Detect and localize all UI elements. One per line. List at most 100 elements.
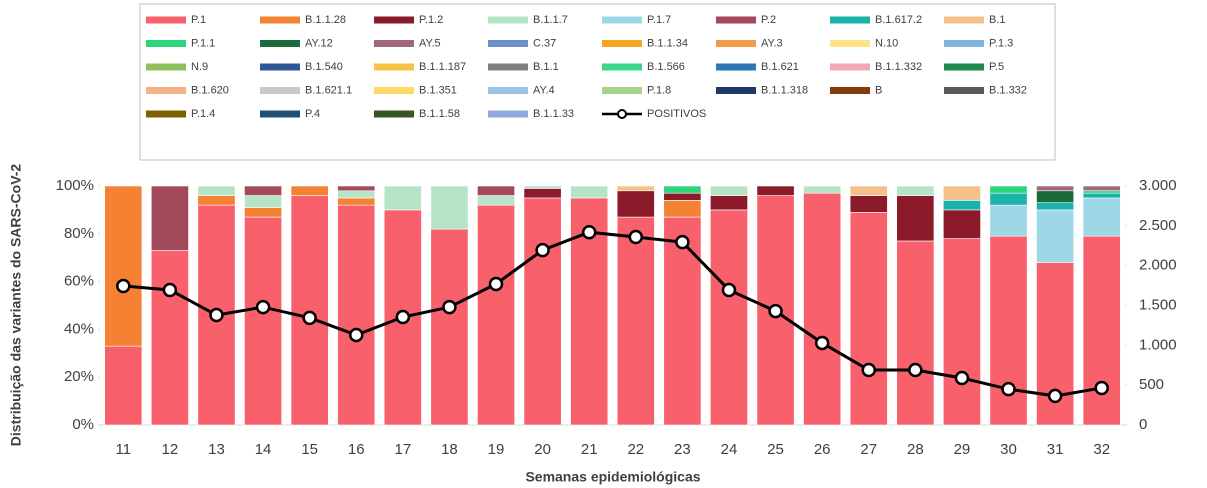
legend-swatch — [488, 16, 528, 24]
line-marker — [395, 309, 411, 325]
line-marker — [302, 310, 317, 326]
line-marker — [1047, 388, 1063, 404]
bar-segment — [942, 209, 981, 239]
y2-tick-label: 1.500 — [1139, 296, 1177, 313]
x-tick-label: 25 — [767, 441, 784, 458]
legend-label: B.1.1.28 — [305, 14, 346, 26]
bar-segment — [989, 185, 1028, 194]
bar-segment — [477, 185, 515, 196]
bar-segment — [523, 188, 562, 199]
bar-segment — [523, 197, 562, 426]
bar-segment — [337, 190, 376, 199]
x-tick-label: 29 — [954, 441, 971, 458]
legend-label: N.9 — [191, 61, 208, 73]
legend-swatch — [374, 63, 414, 71]
x-tick-label: 17 — [394, 441, 411, 458]
y-axis-title: Distribuição das variantes do SARS-CoV-2 — [8, 164, 24, 447]
bar-segment — [896, 240, 935, 426]
legend-swatch — [830, 87, 870, 94]
bar-segment — [477, 195, 515, 206]
bar-segment — [663, 192, 702, 201]
bar-segment — [896, 195, 935, 242]
legend-label: P.1 — [191, 14, 206, 26]
legend-label: B.1.1.332 — [875, 61, 922, 73]
legend-label: B.1.1.318 — [761, 84, 808, 96]
x-tick-label: 12 — [162, 441, 179, 458]
bar-segment — [1082, 235, 1121, 426]
legend-swatch — [146, 110, 186, 118]
line-marker — [721, 282, 737, 298]
line — [123, 230, 1102, 398]
legend-swatch — [488, 110, 528, 118]
line-marker — [628, 229, 644, 245]
bar-segment — [849, 195, 888, 213]
x-tick-label: 31 — [1047, 441, 1064, 458]
legend-swatch — [260, 110, 300, 118]
bar-segment — [1036, 190, 1075, 204]
bar-segment — [942, 185, 981, 201]
x-tick-label: 26 — [814, 441, 831, 458]
bar-segment — [1036, 202, 1075, 211]
legend-label: B.1.1.7 — [533, 14, 568, 26]
legend-swatch — [830, 63, 870, 71]
legend-label: AY.12 — [305, 37, 333, 49]
legend-label: B.1.540 — [305, 61, 343, 73]
legend-swatch — [830, 16, 870, 24]
x-tick-label: 32 — [1093, 441, 1110, 458]
line-marker — [1094, 380, 1109, 396]
y2-tick-label: 500 — [1139, 376, 1164, 393]
bar-segment — [1082, 190, 1121, 194]
legend-label: AY.3 — [761, 37, 783, 49]
legend-label: B.1.621.1 — [305, 84, 352, 96]
y2-tick-label: 1.000 — [1139, 336, 1177, 353]
legend-swatch — [146, 87, 186, 94]
legend-label: B.1.1 — [533, 61, 559, 73]
y2-tick-label: 2.000 — [1139, 257, 1177, 274]
legend-label: B.1.1.58 — [419, 108, 460, 120]
legend-label: N.10 — [875, 37, 898, 49]
line-marker — [488, 276, 504, 292]
legend-marker — [617, 109, 627, 119]
legend-label: B.1.1.187 — [419, 61, 466, 73]
legend-label: P.1.8 — [647, 84, 671, 96]
bar-segment — [244, 185, 283, 196]
x-tick-label: 22 — [627, 441, 644, 458]
line-marker — [209, 307, 224, 323]
x-tick-label: 11 — [116, 441, 132, 458]
bar-segment — [1082, 197, 1121, 237]
bar-segment — [337, 204, 376, 426]
bar-segment — [710, 209, 748, 426]
legend-swatch — [146, 63, 186, 71]
legend-swatch — [716, 40, 756, 47]
legend-label: P.5 — [989, 61, 1004, 73]
line-marker — [162, 282, 178, 298]
legend-swatch — [716, 87, 756, 94]
legend-swatch — [374, 40, 414, 47]
line-marker — [814, 335, 830, 351]
legend-swatch — [374, 110, 414, 118]
legend-swatch — [602, 16, 642, 24]
legend-label: B — [875, 84, 882, 96]
legend-swatch — [716, 63, 756, 71]
y-tick-label: 20% — [64, 368, 94, 385]
bar-segment — [290, 195, 329, 426]
bar-segment — [570, 185, 609, 199]
legend-label: B.1.566 — [647, 61, 685, 73]
legend-label: AY.4 — [533, 84, 555, 96]
line-marker — [581, 224, 597, 240]
legend-swatch — [260, 16, 300, 24]
legend-swatch — [944, 87, 984, 94]
legend-swatch — [374, 87, 414, 94]
line-marker — [954, 370, 970, 386]
bar-segment — [710, 185, 748, 196]
x-tick-label: 21 — [581, 441, 598, 458]
bar-segment — [337, 185, 376, 192]
bar-segment — [942, 200, 981, 211]
legend-swatch — [716, 16, 756, 24]
legend-swatch — [260, 63, 300, 71]
line-marker — [535, 242, 550, 258]
bar-segment — [616, 216, 655, 426]
line-marker — [255, 299, 271, 315]
legend-swatch — [374, 16, 414, 24]
line-marker — [908, 362, 923, 378]
